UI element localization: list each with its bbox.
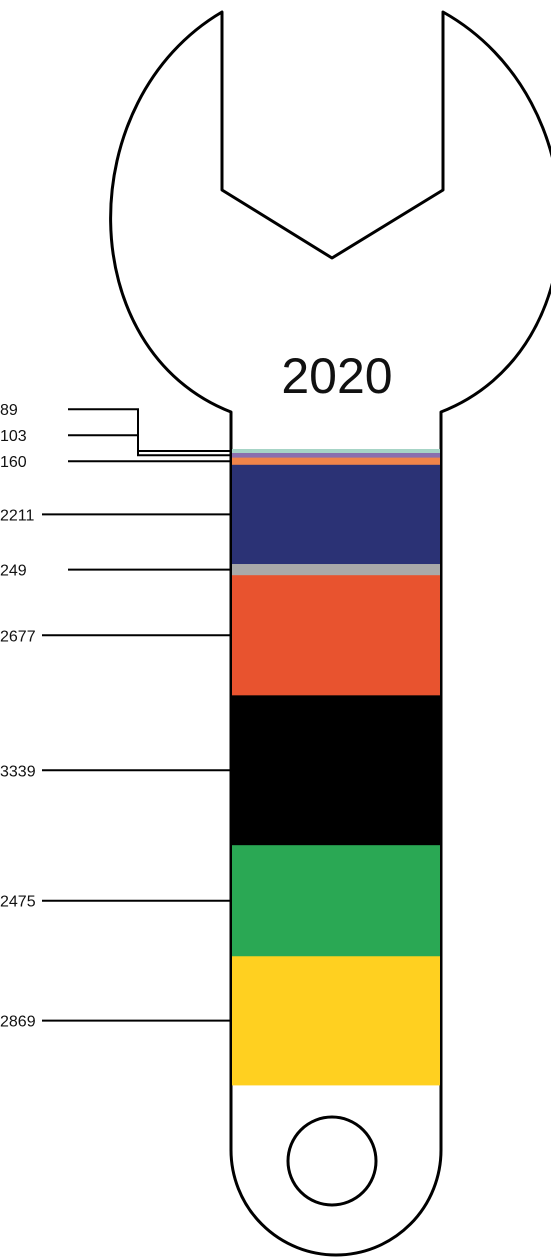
bar-segment-89 bbox=[232, 449, 440, 454]
value-label-103: 103 bbox=[0, 428, 27, 445]
bar-segment-160 bbox=[232, 457, 440, 466]
leader-line-89 bbox=[68, 408, 232, 452]
bar-segment-2677 bbox=[232, 575, 440, 696]
value-label-2869: 2869 bbox=[0, 1014, 36, 1031]
value-label-2211: 2211 bbox=[0, 507, 35, 524]
value-label-2677: 2677 bbox=[0, 628, 36, 645]
wrench-hole bbox=[286, 1115, 378, 1207]
value-label-3339: 3339 bbox=[0, 763, 36, 780]
value-label-89: 89 bbox=[0, 402, 18, 419]
bar-segment-2475 bbox=[232, 845, 440, 957]
bar-segment-249 bbox=[232, 564, 440, 576]
value-label-160: 160 bbox=[0, 454, 27, 471]
bar-segment-2869 bbox=[232, 956, 440, 1086]
leader-line-103 bbox=[68, 434, 232, 457]
value-labels: 89 103 160 2211 249 2677 3339 2475 2869 bbox=[0, 402, 36, 1030]
value-label-249: 249 bbox=[0, 563, 27, 580]
bar-segment-2211 bbox=[232, 464, 440, 565]
leader-lines bbox=[42, 408, 232, 1022]
bar-segment-103 bbox=[232, 452, 440, 459]
value-label-2475: 2475 bbox=[0, 894, 36, 911]
bar-segment-3339 bbox=[232, 695, 440, 846]
chart-title: 2020 bbox=[281, 348, 392, 404]
bar-segments bbox=[232, 449, 440, 1086]
